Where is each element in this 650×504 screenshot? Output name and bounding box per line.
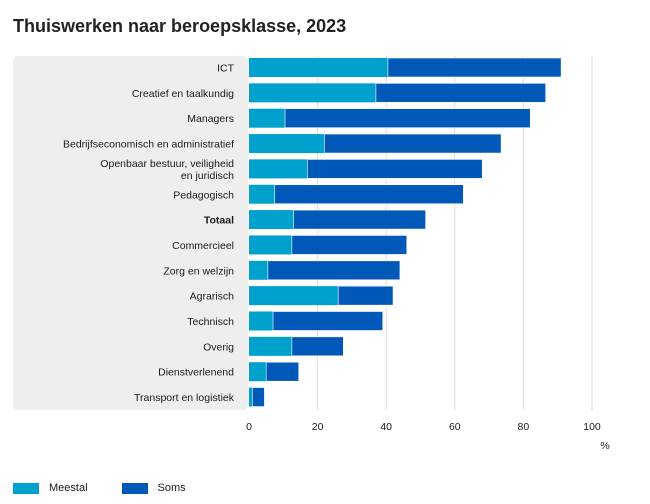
bar-soms[interactable] — [291, 336, 344, 357]
x-tick-label: 60 — [449, 421, 461, 433]
category-label: Transport en logistiek — [134, 392, 235, 404]
bar-meestal[interactable] — [249, 235, 292, 255]
bar-chart: ICT Creatief en taalkundig Managers Bedrijf… — [13, 56, 610, 452]
bar-meestal[interactable] — [249, 387, 253, 407]
bar-soms[interactable] — [293, 209, 426, 230]
bar-meestal[interactable] — [249, 184, 275, 204]
category-label: Managers — [187, 113, 234, 125]
bar-meestal[interactable] — [249, 311, 274, 331]
x-tick-label: 40 — [380, 421, 392, 433]
bar-soms[interactable] — [265, 361, 300, 382]
category-label: Totaal — [204, 215, 234, 227]
bar-soms[interactable] — [387, 57, 562, 78]
bar-meestal[interactable] — [249, 260, 268, 280]
legend-item-soms[interactable]: Soms — [121, 482, 186, 494]
category-label: Creatief en taalkundig — [132, 88, 234, 100]
bar-meestal[interactable] — [249, 134, 325, 154]
bar-soms[interactable] — [324, 133, 502, 154]
category-labels: ICT Creatief en taalkundig Managers Bedrijf… — [63, 63, 235, 405]
category-panel — [13, 56, 248, 410]
x-tick-label: 100 — [583, 421, 601, 433]
x-tick-label: 0 — [246, 421, 252, 433]
bar-soms[interactable] — [337, 285, 394, 306]
legend-label-soms: Soms — [157, 482, 186, 494]
bar-meestal[interactable] — [249, 286, 339, 306]
bar-soms[interactable] — [307, 159, 483, 179]
bar-meestal[interactable] — [249, 336, 292, 356]
bar-meestal[interactable] — [249, 362, 267, 382]
bar-meestal[interactable] — [249, 83, 376, 103]
plot-panel — [13, 56, 248, 410]
category-label: Technisch — [187, 316, 234, 328]
bar-meestal[interactable] — [249, 210, 294, 230]
category-label: Commercieel — [172, 240, 234, 252]
legend-item-meestal[interactable]: Meestal — [13, 482, 88, 494]
legend-swatch-soms — [121, 482, 148, 494]
category-label: Openbaar bestuur, veiligheid en juridisch — [100, 158, 234, 182]
bars — [249, 57, 562, 407]
category-label: Agrarisch — [190, 291, 235, 303]
category-label: Bedrijfseconomisch en administratief — [63, 139, 234, 151]
category-label: Dienstverlenend — [158, 367, 234, 379]
legend-label-meestal: Meestal — [49, 482, 88, 494]
x-axis-unit-label: % — [600, 440, 609, 452]
bar-meestal[interactable] — [249, 108, 286, 128]
bar-soms[interactable] — [252, 387, 265, 407]
category-label: ICT — [217, 63, 235, 75]
bar-soms[interactable] — [272, 311, 384, 331]
legend-swatch-meestal — [13, 482, 39, 494]
category-label: Zorg en welzijn — [163, 265, 234, 277]
category-label: Overig — [203, 341, 234, 353]
chart-title: Thuiswerken naar beroepsklasse, 2023 — [13, 16, 347, 36]
legend: Meestal Soms — [13, 482, 186, 494]
x-tick-label: 80 — [518, 421, 530, 433]
x-axis-ticks: 0 20 40 60 80 100 — [246, 421, 601, 433]
bar-soms[interactable] — [274, 184, 464, 205]
bar-soms[interactable] — [291, 235, 408, 255]
x-tick-label: 20 — [312, 421, 324, 433]
bar-soms[interactable] — [284, 108, 531, 128]
bar-meestal[interactable] — [249, 58, 388, 77]
bar-meestal[interactable] — [249, 159, 308, 179]
category-label: Pedagogisch — [173, 189, 234, 201]
bar-soms[interactable] — [267, 260, 401, 281]
bar-soms[interactable] — [375, 83, 546, 103]
